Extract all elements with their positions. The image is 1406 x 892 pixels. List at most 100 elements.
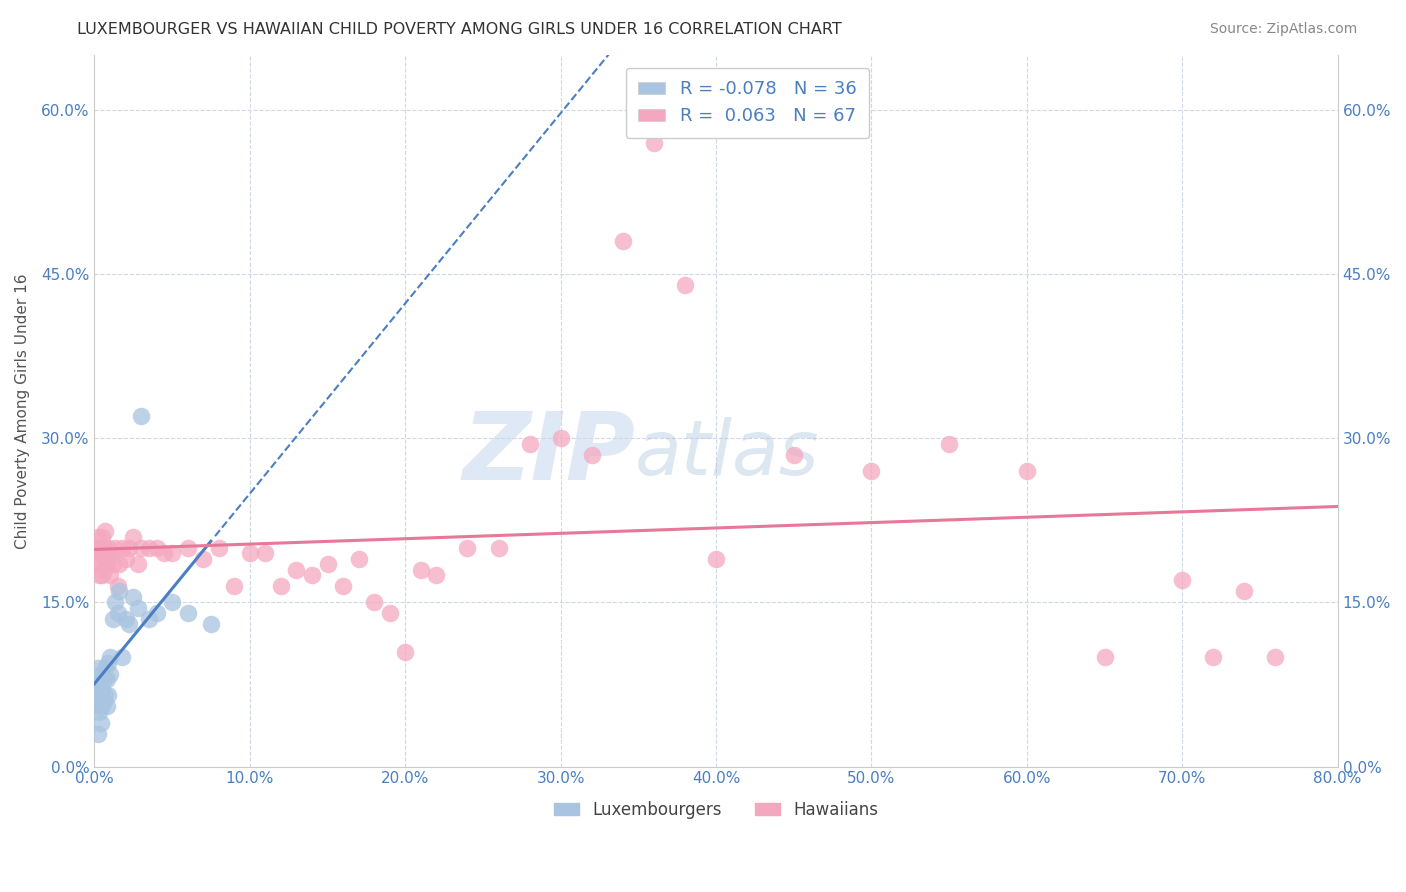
Point bbox=[111, 650, 134, 665]
Point bbox=[519, 436, 541, 450]
Point bbox=[177, 607, 200, 621]
Point bbox=[86, 557, 108, 571]
Point bbox=[1171, 574, 1194, 588]
Point bbox=[860, 464, 883, 478]
Point bbox=[114, 551, 136, 566]
Point bbox=[96, 672, 118, 686]
Point bbox=[84, 682, 107, 697]
Point bbox=[98, 546, 121, 560]
Point bbox=[208, 541, 231, 555]
Point bbox=[107, 579, 129, 593]
Text: Source: ZipAtlas.com: Source: ZipAtlas.com bbox=[1209, 22, 1357, 37]
Point bbox=[301, 568, 323, 582]
Point bbox=[285, 563, 308, 577]
Point bbox=[93, 546, 115, 560]
Point bbox=[101, 612, 124, 626]
Point bbox=[129, 541, 152, 555]
Point bbox=[127, 600, 149, 615]
Point bbox=[94, 524, 117, 539]
Point bbox=[104, 541, 127, 555]
Point bbox=[122, 530, 145, 544]
Point bbox=[1264, 650, 1286, 665]
Point bbox=[1094, 650, 1116, 665]
Point bbox=[316, 557, 339, 571]
Text: atlas: atlas bbox=[636, 417, 820, 491]
Point bbox=[550, 431, 572, 445]
Point bbox=[270, 579, 292, 593]
Point bbox=[94, 661, 117, 675]
Point bbox=[704, 551, 727, 566]
Point bbox=[90, 666, 112, 681]
Point bbox=[98, 650, 121, 665]
Point bbox=[118, 617, 141, 632]
Point bbox=[91, 699, 114, 714]
Point bbox=[96, 699, 118, 714]
Point bbox=[93, 563, 115, 577]
Point bbox=[107, 607, 129, 621]
Point bbox=[96, 557, 118, 571]
Point bbox=[138, 612, 160, 626]
Point bbox=[138, 541, 160, 555]
Point bbox=[783, 448, 806, 462]
Point bbox=[347, 551, 370, 566]
Point bbox=[104, 595, 127, 609]
Point bbox=[93, 672, 115, 686]
Point bbox=[378, 607, 401, 621]
Point bbox=[129, 409, 152, 424]
Point bbox=[89, 568, 111, 582]
Point bbox=[91, 530, 114, 544]
Point bbox=[363, 595, 385, 609]
Point bbox=[177, 541, 200, 555]
Point bbox=[91, 568, 114, 582]
Point bbox=[425, 568, 447, 582]
Point bbox=[643, 136, 665, 150]
Point bbox=[239, 546, 262, 560]
Point bbox=[86, 661, 108, 675]
Point bbox=[97, 656, 120, 670]
Point bbox=[89, 546, 111, 560]
Point bbox=[89, 677, 111, 691]
Point bbox=[145, 541, 167, 555]
Legend: Luxembourgers, Hawaiians: Luxembourgers, Hawaiians bbox=[547, 795, 884, 826]
Point bbox=[90, 541, 112, 555]
Point bbox=[673, 277, 696, 292]
Point bbox=[1202, 650, 1225, 665]
Point bbox=[86, 530, 108, 544]
Point bbox=[224, 579, 246, 593]
Point bbox=[98, 666, 121, 681]
Point bbox=[200, 617, 222, 632]
Point bbox=[409, 563, 432, 577]
Point bbox=[153, 546, 176, 560]
Point bbox=[332, 579, 354, 593]
Point bbox=[91, 682, 114, 697]
Point bbox=[84, 541, 107, 555]
Point bbox=[94, 541, 117, 555]
Point bbox=[89, 705, 111, 719]
Y-axis label: Child Poverty Among Girls Under 16: Child Poverty Among Girls Under 16 bbox=[15, 273, 30, 549]
Point bbox=[118, 541, 141, 555]
Point bbox=[122, 590, 145, 604]
Point bbox=[84, 699, 107, 714]
Point bbox=[160, 595, 183, 609]
Point bbox=[108, 584, 131, 599]
Point bbox=[581, 448, 603, 462]
Point bbox=[394, 645, 416, 659]
Point bbox=[98, 568, 121, 582]
Point bbox=[101, 557, 124, 571]
Point bbox=[145, 607, 167, 621]
Point bbox=[456, 541, 478, 555]
Point bbox=[254, 546, 277, 560]
Point bbox=[111, 541, 134, 555]
Point bbox=[1015, 464, 1038, 478]
Point bbox=[114, 612, 136, 626]
Point bbox=[127, 557, 149, 571]
Text: ZIP: ZIP bbox=[463, 408, 636, 500]
Point bbox=[90, 715, 112, 730]
Point bbox=[938, 436, 960, 450]
Point bbox=[612, 234, 634, 248]
Point bbox=[488, 541, 510, 555]
Text: LUXEMBOURGER VS HAWAIIAN CHILD POVERTY AMONG GIRLS UNDER 16 CORRELATION CHART: LUXEMBOURGER VS HAWAIIAN CHILD POVERTY A… bbox=[77, 22, 842, 37]
Point bbox=[97, 689, 120, 703]
Point bbox=[1233, 584, 1256, 599]
Point bbox=[193, 551, 215, 566]
